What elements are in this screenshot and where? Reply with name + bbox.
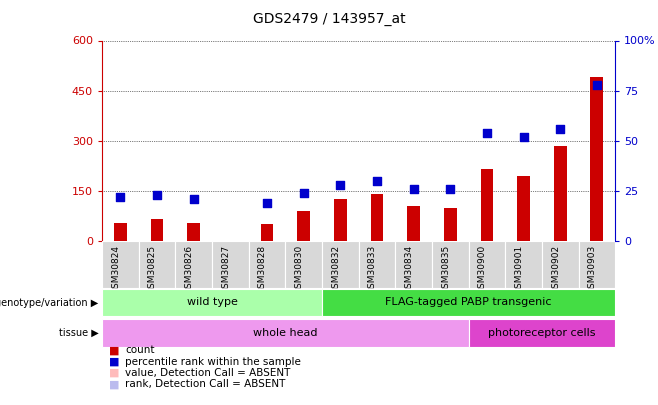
Text: GSM30903: GSM30903 — [588, 245, 597, 294]
Point — [262, 200, 272, 206]
Text: tissue ▶: tissue ▶ — [59, 328, 99, 338]
Text: photoreceptor cells: photoreceptor cells — [488, 328, 595, 337]
Point — [372, 177, 382, 184]
Point — [409, 185, 419, 192]
Bar — [407, 206, 420, 241]
Point — [482, 130, 492, 136]
Bar — [322, 289, 615, 316]
Bar — [334, 199, 347, 241]
Text: ■: ■ — [109, 368, 119, 378]
Bar — [249, 241, 286, 288]
Bar — [432, 241, 468, 288]
Bar — [322, 241, 359, 288]
Bar — [212, 241, 249, 288]
Text: GSM30828: GSM30828 — [258, 245, 267, 294]
Text: count: count — [125, 345, 155, 355]
Text: GSM30901: GSM30901 — [515, 245, 524, 294]
Bar — [468, 241, 505, 288]
Text: ■: ■ — [109, 345, 119, 355]
Text: wild type: wild type — [186, 297, 238, 307]
Bar — [188, 223, 200, 241]
Point — [335, 181, 345, 188]
Text: whole head: whole head — [253, 328, 318, 337]
Text: GSM30824: GSM30824 — [111, 245, 120, 294]
Point — [298, 190, 309, 196]
Bar — [297, 211, 310, 241]
Point — [445, 185, 455, 192]
Text: genotype/variation ▶: genotype/variation ▶ — [0, 298, 99, 308]
Text: ■: ■ — [109, 379, 119, 389]
Bar — [286, 241, 322, 288]
Text: GSM30830: GSM30830 — [295, 245, 303, 294]
Text: percentile rank within the sample: percentile rank within the sample — [125, 357, 301, 367]
Bar — [480, 169, 494, 241]
Text: GSM30834: GSM30834 — [405, 245, 414, 294]
Point — [115, 194, 126, 200]
Text: GSM30833: GSM30833 — [368, 245, 377, 294]
Bar — [151, 219, 163, 241]
Text: GSM30900: GSM30900 — [478, 245, 487, 294]
Point — [592, 81, 602, 88]
Text: rank, Detection Call = ABSENT: rank, Detection Call = ABSENT — [125, 379, 286, 389]
Bar — [175, 241, 212, 288]
Bar — [102, 241, 139, 288]
Text: GSM30902: GSM30902 — [551, 245, 560, 294]
Text: GSM30827: GSM30827 — [221, 245, 230, 294]
Bar — [517, 176, 530, 241]
Text: GSM30835: GSM30835 — [442, 245, 450, 294]
Bar — [554, 146, 567, 241]
Text: value, Detection Call = ABSENT: value, Detection Call = ABSENT — [125, 368, 290, 378]
Text: FLAG-tagged PABP transgenic: FLAG-tagged PABP transgenic — [386, 297, 552, 307]
Bar — [395, 241, 432, 288]
Bar — [102, 320, 468, 347]
Bar — [590, 77, 603, 241]
Bar — [139, 241, 175, 288]
Bar — [370, 194, 384, 241]
Bar — [114, 223, 127, 241]
Point — [188, 196, 199, 202]
Text: GSM30832: GSM30832 — [331, 245, 340, 294]
Bar — [505, 241, 542, 288]
Bar — [578, 241, 615, 288]
Point — [152, 192, 163, 198]
Point — [519, 134, 529, 140]
Text: GDS2479 / 143957_at: GDS2479 / 143957_at — [253, 12, 405, 26]
Bar — [261, 224, 273, 241]
Bar — [542, 241, 578, 288]
Bar — [359, 241, 395, 288]
Bar — [468, 320, 615, 347]
Bar — [102, 289, 322, 316]
Bar — [444, 207, 457, 241]
Text: GSM30825: GSM30825 — [148, 245, 157, 294]
Text: ■: ■ — [109, 357, 119, 367]
Text: GSM30826: GSM30826 — [185, 245, 193, 294]
Point — [555, 126, 565, 132]
